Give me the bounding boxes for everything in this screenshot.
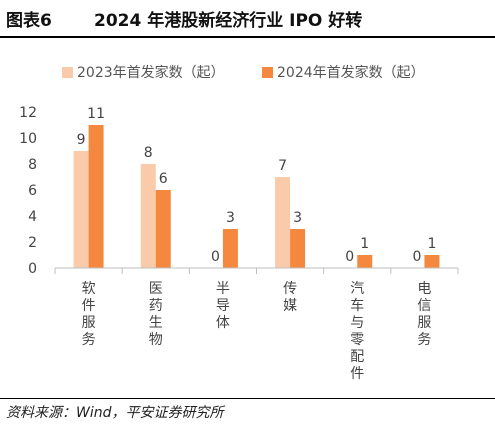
figure-number: 图表6 (6, 11, 52, 31)
data-label-2024: 6 (159, 171, 168, 187)
footer-rule (0, 398, 495, 399)
bar-2023 (275, 177, 291, 268)
bar-2024 (357, 255, 373, 268)
y-tick-label: 8 (28, 157, 37, 173)
legend-swatch-2024 (262, 66, 273, 78)
chart-legend: 2023年首发家数（起） 2024年首发家数（起） (0, 62, 495, 84)
x-tick-label: 半导体 (216, 281, 230, 331)
x-tick-label: 汽车与零配件 (350, 281, 364, 382)
legend-label-2023: 2023年首发家数（起） (77, 65, 225, 81)
figure-title: 2024 年港股新经济行业 IPO 好转 (94, 11, 363, 31)
x-tick-label: 电信服务 (417, 281, 431, 348)
x-axis: 软件服务 医药生物 半导体 传媒 汽车与零配件 电信服务 (54, 267, 459, 382)
data-label-2023: 0 (211, 249, 220, 265)
y-tick-label: 12 (19, 105, 37, 121)
data-label-2024: 1 (360, 236, 369, 252)
y-axis: 0 2 4 6 8 10 12 (19, 105, 37, 277)
source-note: 资料来源：Wind，平安证券研究所 (6, 405, 224, 421)
y-tick-label: 2 (28, 235, 37, 251)
bar-2023 (140, 164, 156, 268)
legend-swatch-2023 (62, 66, 73, 78)
data-label-2023: 9 (77, 132, 86, 148)
bar-2024 (155, 190, 171, 268)
legend-label-2024: 2024年首发家数（起） (277, 65, 425, 81)
y-tick-label: 10 (19, 131, 37, 147)
data-label-2024: 11 (87, 106, 105, 122)
y-tick-label: 4 (28, 209, 37, 225)
y-tick-label: 0 (28, 261, 37, 277)
bar-2023 (73, 151, 89, 268)
bar-2024 (88, 125, 104, 268)
legend-item-2023: 2023年首发家数（起） (62, 62, 225, 82)
bar-2024 (290, 229, 306, 268)
data-label-2023: 0 (412, 249, 421, 265)
data-label-2023: 8 (144, 145, 153, 161)
data-label-2023: 7 (278, 158, 287, 174)
data-label-2024: 3 (226, 210, 235, 226)
legend-item-2024: 2024年首发家数（起） (262, 62, 425, 82)
data-label-2024: 1 (427, 236, 436, 252)
x-tick-label: 软件服务 (82, 281, 96, 348)
x-tick-label: 传媒 (283, 281, 297, 314)
bar-2024 (424, 255, 440, 268)
data-label-2023: 0 (345, 249, 354, 265)
figure-header: 图表6 2024 年港股新经济行业 IPO 好转 (0, 0, 495, 40)
bar-2024 (222, 229, 238, 268)
y-tick-label: 6 (28, 183, 37, 199)
data-label-2024: 3 (293, 210, 302, 226)
x-tick-label: 医药生物 (149, 281, 163, 348)
header-rule (0, 36, 495, 38)
